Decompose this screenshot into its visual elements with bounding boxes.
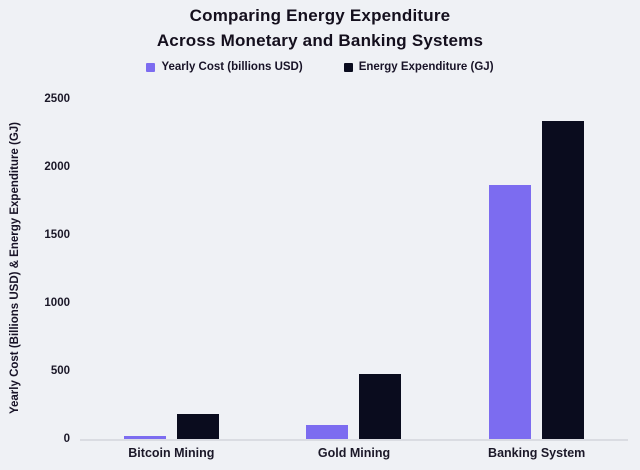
bar-groups bbox=[80, 99, 628, 439]
chart-title-line-2: Across Monetary and Banking Systems bbox=[156, 31, 484, 50]
bar-yearly-cost bbox=[489, 184, 532, 439]
y-tick-label: 0 bbox=[63, 433, 70, 445]
y-tick-label: 2000 bbox=[44, 161, 70, 173]
bar-group bbox=[489, 120, 585, 439]
plot-area bbox=[80, 99, 628, 441]
x-axis-label: Banking System bbox=[488, 446, 586, 460]
legend-swatch-yearly-cost bbox=[146, 62, 156, 72]
legend-swatch-energy-expenditure bbox=[343, 62, 353, 72]
x-axis-label: Bitcoin Mining bbox=[128, 446, 215, 460]
bar-energy-expenditure bbox=[176, 414, 219, 439]
chart-title: Comparing Energy Expenditure Across Mone… bbox=[0, 3, 640, 53]
bar-yearly-cost bbox=[123, 436, 166, 439]
y-tick-label: 500 bbox=[50, 365, 70, 377]
bar-energy-expenditure bbox=[359, 374, 402, 439]
bar-energy-expenditure bbox=[542, 120, 585, 439]
bar-group bbox=[123, 414, 219, 439]
legend-item-yearly-cost: Yearly Cost (billions USD) bbox=[146, 61, 303, 73]
legend: Yearly Cost (billions USD) Energy Expendi… bbox=[0, 58, 640, 76]
bar-group bbox=[306, 374, 402, 439]
y-tick-label: 1000 bbox=[44, 297, 70, 309]
y-tick-label: 1500 bbox=[44, 229, 70, 241]
legend-label: Energy Expenditure (GJ) bbox=[358, 61, 494, 73]
x-axis-labels: Bitcoin Mining Gold Mining Banking System bbox=[80, 446, 628, 460]
legend-item-energy-expenditure: Energy Expenditure (GJ) bbox=[343, 61, 494, 73]
x-axis-label: Gold Mining bbox=[317, 446, 391, 460]
y-tick-label: 2500 bbox=[44, 93, 70, 105]
legend-label: Yearly Cost (billions USD) bbox=[161, 61, 303, 73]
chart-title-line-1: Comparing Energy Expenditure bbox=[189, 6, 451, 25]
bar-yearly-cost bbox=[306, 424, 349, 439]
